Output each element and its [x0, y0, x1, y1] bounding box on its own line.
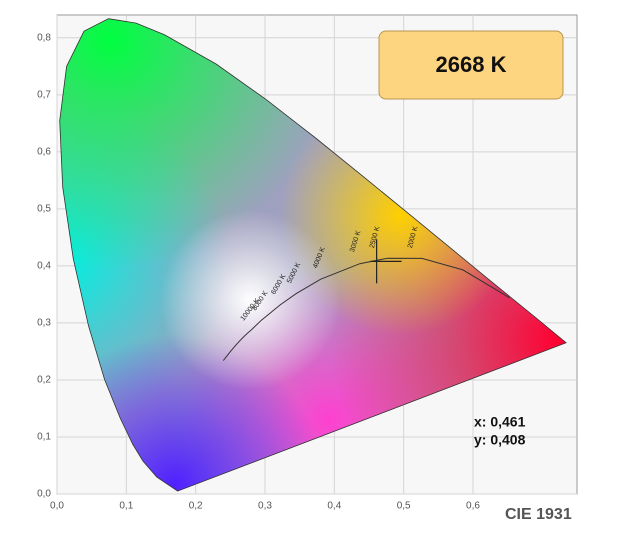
y-tick-label: 0,0: [37, 489, 51, 500]
x-tick-label: 0,4: [327, 501, 341, 512]
y-tick-label: 0,6: [37, 146, 51, 157]
caption: CIE 1931: [505, 506, 572, 523]
x-tick-label: 0,1: [119, 501, 133, 512]
marks: [370, 239, 402, 284]
x-tick-label: 0,5: [397, 501, 411, 512]
x-tick-label: 0,0: [50, 501, 64, 512]
y-tick-label: 0,8: [37, 32, 51, 43]
planckian-locus: [222, 257, 510, 361]
badge-text: 2668 K: [436, 52, 507, 77]
y-tick-label: 0,1: [37, 432, 51, 443]
badge: [378, 30, 564, 100]
y-tick-label: 0,2: [37, 375, 51, 386]
x-coordinate: x: 0,461: [474, 414, 526, 430]
spectral-locus: [59, 18, 567, 492]
y-tick-label: 0,7: [37, 89, 51, 100]
y-tick-label: 0,5: [37, 204, 51, 215]
y-tick-label: 0,3: [37, 318, 51, 329]
y-tick-label: 0,4: [37, 261, 51, 272]
x-tick-label: 0,2: [189, 501, 203, 512]
x-tick-label: 0,3: [258, 501, 272, 512]
x-tick-label: 0,6: [466, 501, 480, 512]
y-coordinate: y: 0,408: [474, 432, 526, 448]
